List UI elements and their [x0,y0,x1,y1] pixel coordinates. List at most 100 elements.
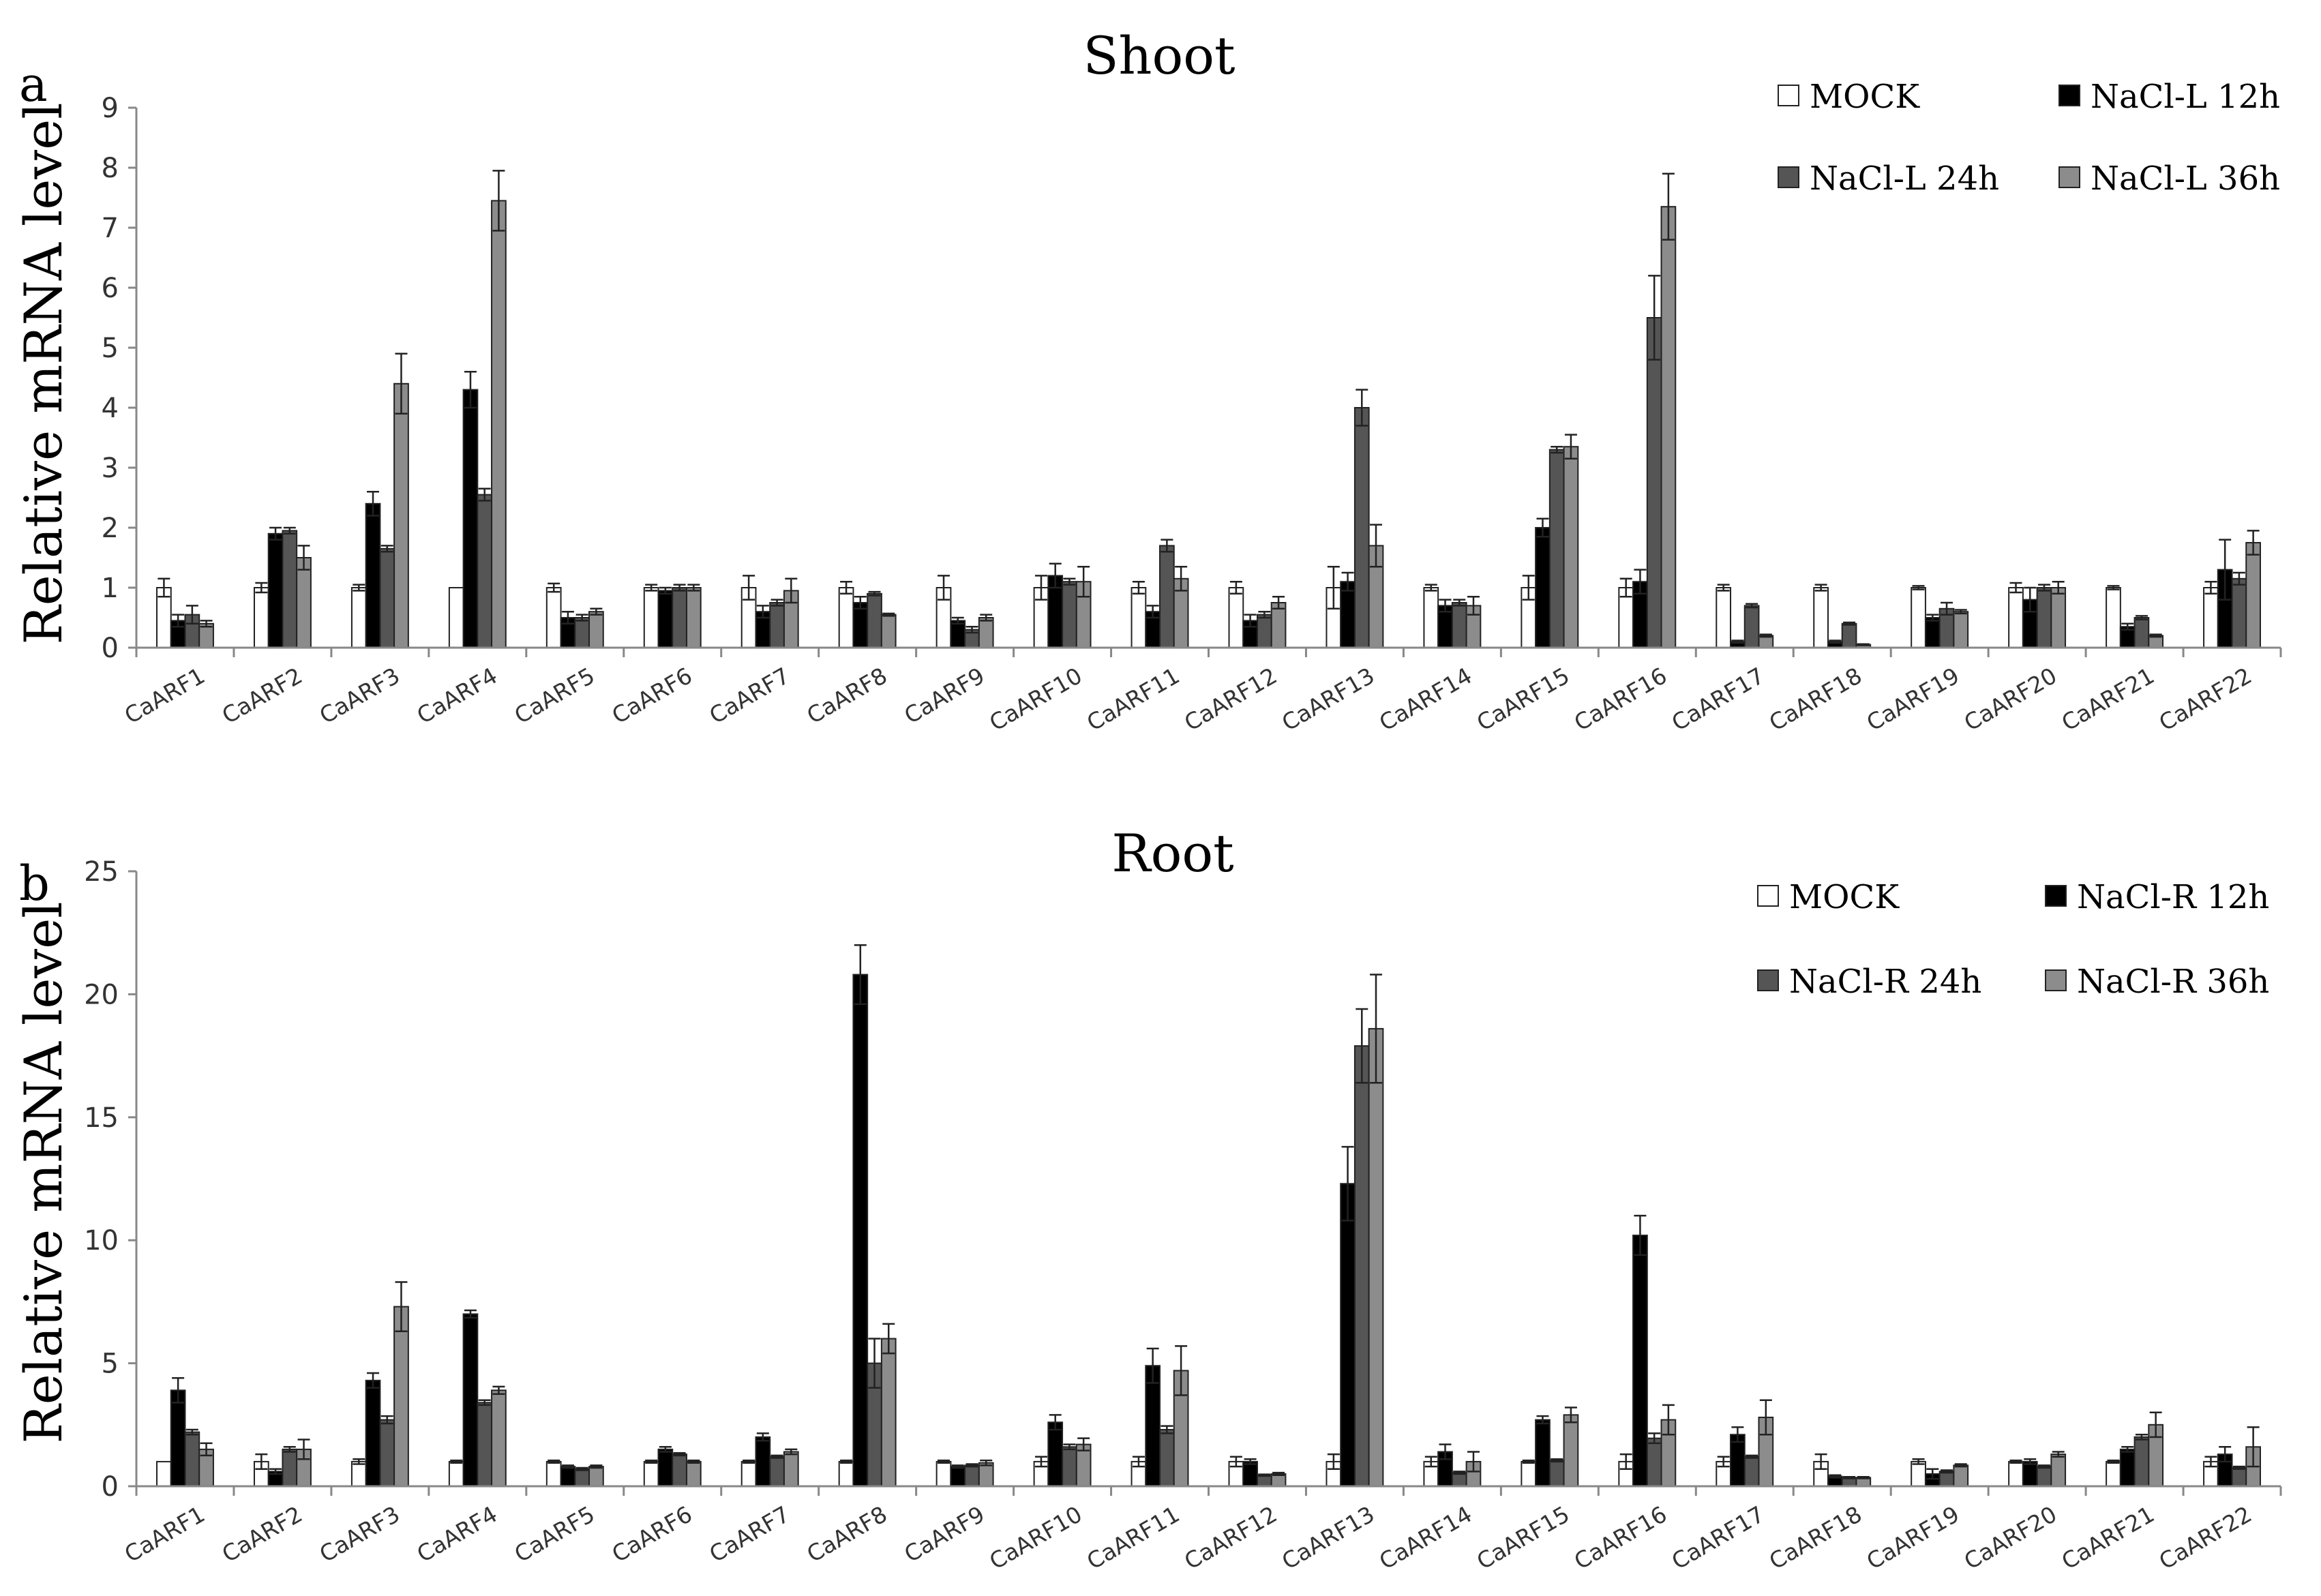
bar [657,590,674,649]
panel-a-y-axis-label: Relative mRNA level [13,102,74,644]
x-tick-label: CaARF17 [1667,1501,1769,1575]
bar [2050,587,2067,648]
x-tick-label: CaARF16 [1570,662,1671,736]
bar [296,557,312,648]
legend-label: NaCl-R 36h [2077,963,2269,1001]
x-tick-label: CaARF10 [985,662,1086,736]
bar [1716,587,1732,648]
bar [1423,587,1439,648]
panel-b-legend: MOCK NaCl-R 12h NaCl-R 24h NaCl-R 36h [1757,878,2269,1001]
bar [2245,542,2261,648]
x-tick-label: CaARF4 [413,662,502,729]
x-tick-label: CaARF16 [1570,1501,1671,1575]
bar [365,502,381,648]
x-tick-label: CaARF14 [1375,662,1476,736]
bar [477,494,493,648]
x-tick-label: CaARF11 [1082,662,1184,736]
bar [838,587,854,648]
x-tick-label: CaARF15 [1472,662,1574,736]
y-tick-label: 15 [84,1102,119,1134]
bar [769,602,785,648]
bar [1340,581,1356,649]
bar [588,611,604,649]
legend-label: NaCl-L 36h [2091,160,2280,198]
y-tick-label: 4 [102,393,119,424]
y-tick-label: 5 [102,333,119,364]
bar [1813,587,1829,648]
bar [2231,1466,2247,1487]
bar [1228,587,1244,648]
x-tick-label: CaARF18 [1765,662,1866,736]
bar [1548,1460,1565,1487]
x-tick-label: CaARF19 [1862,662,1964,736]
bar [1340,1183,1356,1487]
bar [1646,317,1662,648]
x-tick-label: CaARF21 [2057,662,2159,736]
panel-a-bars [156,200,2261,649]
bar [2050,1454,2067,1487]
panel-a-y-ticks: 0 1 2 3 4 5 6 7 8 9 [102,93,136,664]
bar [393,382,409,648]
bar [1548,449,1565,648]
panel-b-bars [156,974,2261,1488]
bar [2008,587,2024,648]
bar [574,617,590,648]
bar [393,1306,409,1487]
panel-b-error-bars [172,944,2260,1480]
bar [1660,206,1677,648]
x-tick-label: CaARF10 [985,1501,1086,1575]
bar [1256,1474,1272,1487]
bar [1911,587,1926,648]
bar [491,1389,507,1487]
bar [1841,622,1857,648]
legend-label: MOCK [1810,78,1920,116]
bar [253,587,269,648]
bar [935,1460,952,1487]
x-tick-label: CaARF3 [315,1501,404,1567]
bar [1145,1365,1161,1488]
bar [365,1379,381,1487]
bar [2106,587,2121,648]
bar [1130,587,1147,648]
x-tick-label: CaARF13 [1277,662,1379,736]
x-tick-label: CaARF1 [120,1501,209,1567]
bar [574,1468,590,1487]
y-tick-label: 0 [102,1471,119,1503]
bar [448,587,464,648]
y-tick-label: 1 [102,573,119,604]
bar [1368,1027,1384,1487]
legend-swatch [2045,969,2067,991]
legend-swatch [2045,885,2067,907]
x-tick-label: CaARF7 [705,1501,794,1567]
bar [491,200,507,648]
x-tick-label: CaARF9 [900,1501,989,1567]
x-tick-label: CaARF18 [1765,1501,1866,1575]
panel-b-title: Root [1111,823,1233,884]
bar [783,1451,799,1488]
bar [685,587,702,648]
y-tick-label: 6 [102,273,119,304]
y-tick-label: 2 [102,513,119,544]
panel-b-axes [135,871,2282,1496]
x-tick-label: CaARF13 [1277,1501,1379,1575]
x-tick-label: CaARF22 [2155,1501,2256,1575]
bar [1159,1429,1175,1488]
legend-swatch [1778,166,1799,188]
y-tick-label: 7 [102,213,119,244]
bar [1159,545,1175,649]
bar [2231,577,2247,648]
legend-swatch [1778,85,1799,106]
bar [448,1460,464,1487]
bar [477,1402,493,1487]
y-tick-label: 10 [84,1225,119,1256]
bar [643,587,659,648]
x-tick-label: CaARF1 [120,662,209,729]
panel-b-x-ticks: CaARF1 CaARF2 CaARF3 CaARF4 CaARF5 CaARF6 CaAR… [120,1501,2256,1575]
panel-b-root-chart: b Root Relative mRNA level 0 5 10 15 20 25 Ca… [13,823,2282,1575]
bar [880,1338,897,1488]
y-tick-label: 9 [102,93,119,124]
bar [852,974,869,1487]
bar [1047,1421,1064,1487]
x-tick-label: CaARF5 [510,1501,599,1567]
